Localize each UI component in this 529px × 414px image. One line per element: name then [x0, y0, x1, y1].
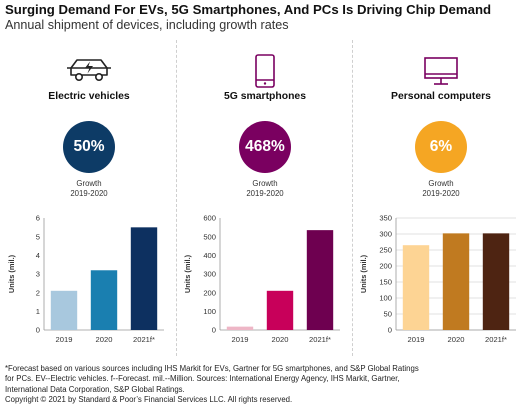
copyright: Copyright © 2021 by Standard & Poor’s Fi… [5, 395, 293, 405]
pc-bar-chart: Units (mil.) 0 50 100 150 200 250 300 350 2019 202… [359, 214, 516, 344]
footnote-line: for PCs. EV--Electric vehicles. f--Forec… [5, 374, 400, 384]
y-tick-label: 150 [379, 278, 392, 287]
y-tick-label: 50 [384, 310, 392, 319]
y-tick-label: 5 [36, 232, 40, 241]
x-tick-label: 2020 [272, 335, 289, 344]
growth-caption: Growth 2019-2020 [180, 179, 350, 199]
panel-label: Electric vehicles [48, 91, 130, 102]
y-tick-label: 250 [379, 246, 392, 255]
growth-label: Growth [252, 179, 278, 188]
y-tick-label: 500 [203, 232, 216, 241]
y-tick-label: 200 [203, 288, 216, 297]
bar-2020 [90, 270, 118, 330]
footnote-line: *Forecast based on various sources inclu… [5, 364, 419, 373]
car-icon [4, 52, 174, 92]
panel-label: Personal computers [391, 91, 491, 102]
bar-2021f [482, 233, 510, 330]
smartphone-icon [180, 52, 350, 92]
growth-period: 2019-2020 [422, 189, 460, 198]
footnote-line: International Data Corporation, S&P Glob… [5, 384, 185, 394]
y-tick-label: 3 [36, 270, 40, 279]
x-tick-label: 2021f* [485, 335, 507, 344]
footnote: *Forecast based on various sources inclu… [5, 364, 525, 406]
monitor-icon [356, 52, 526, 92]
x-tick-label: 2019 [408, 335, 425, 344]
smartphone-bar-chart: Units (mil.) 0 100 200 300 400 500 600 2019 2020 2… [183, 214, 340, 344]
y-tick-label: 300 [379, 230, 392, 239]
bar-2020 [266, 290, 294, 330]
y-axis-label: Units (mil.) [359, 254, 368, 293]
growth-caption: Growth 2019-2020 [356, 179, 526, 199]
y-tick-label: 0 [388, 326, 392, 335]
y-tick-label: 400 [203, 251, 216, 260]
panel-5g-smartphones: 5G smartphones 468% Growth 2019-2020 Uni… [180, 40, 350, 356]
bar-2020 [442, 233, 470, 330]
y-tick-label: 200 [379, 262, 392, 271]
x-tick-label: 2021f* [133, 335, 155, 344]
growth-period: 2019-2020 [246, 189, 284, 198]
bar-2021f [306, 230, 334, 330]
x-tick-label: 2021f* [309, 335, 331, 344]
y-tick-label: 4 [36, 251, 40, 260]
growth-badge: 468% [239, 121, 291, 173]
panel-divider [352, 40, 353, 356]
y-tick-label: 1 [36, 307, 40, 316]
ev-bar-chart: Units (mil.) 0 1 2 3 4 5 6 2019 2020 2021f* [7, 214, 164, 344]
growth-badge: 50% [63, 121, 115, 173]
y-tick-label: 2 [36, 288, 40, 297]
bar-2019 [226, 326, 254, 330]
bar-2019 [50, 290, 78, 330]
bar-2021f [130, 227, 158, 330]
y-axis-label: Units (mil.) [183, 254, 192, 293]
y-tick-label: 300 [203, 270, 216, 279]
y-tick-label: 6 [36, 214, 40, 223]
bar-2019 [402, 245, 430, 330]
x-tick-label: 2020 [96, 335, 113, 344]
panel-label: 5G smartphones [224, 91, 306, 102]
growth-badge: 6% [415, 121, 467, 173]
x-tick-label: 2020 [448, 335, 465, 344]
panel-personal-computers: Personal computers 6% Growth 2019-2020 U… [356, 40, 526, 356]
growth-caption: Growth 2019-2020 [4, 179, 174, 199]
y-tick-label: 0 [36, 326, 40, 335]
x-tick-label: 2019 [56, 335, 73, 344]
chart-title: Surging Demand For EVs, 5G Smartphones, … [5, 2, 492, 17]
growth-period: 2019-2020 [70, 189, 108, 198]
panel-electric-vehicles: Electric vehicles 50% Growth 2019-2020 U… [4, 40, 174, 356]
y-tick-label: 0 [212, 326, 216, 335]
chart-subtitle: Annual shipment of devices, including gr… [5, 18, 289, 32]
panel-divider [176, 40, 177, 356]
y-axis-label: Units (mil.) [7, 254, 16, 293]
y-tick-label: 100 [379, 294, 392, 303]
y-tick-label: 600 [203, 214, 216, 223]
x-tick-label: 2019 [232, 335, 249, 344]
growth-label: Growth [76, 179, 102, 188]
growth-label: Growth [428, 179, 454, 188]
y-tick-label: 100 [203, 307, 216, 316]
y-tick-label: 350 [379, 214, 392, 223]
